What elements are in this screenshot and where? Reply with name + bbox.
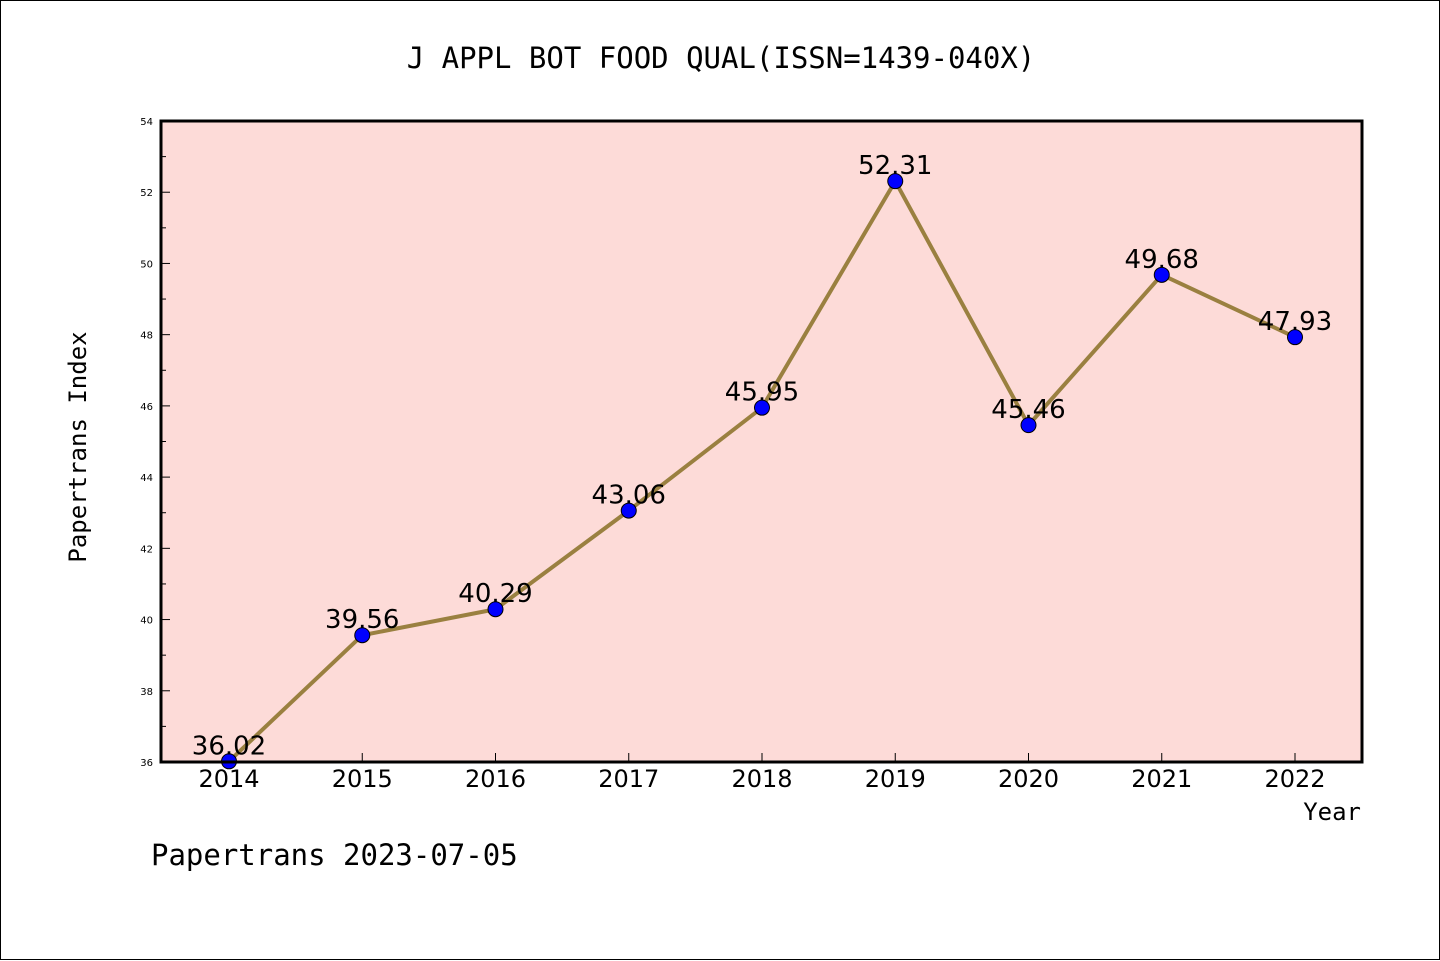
x-tick-label: 2017 xyxy=(598,765,659,793)
chart-title: J APPL BOT FOOD QUAL(ISSN=1439-040X) xyxy=(407,41,1036,75)
data-point xyxy=(754,399,770,416)
y-tick-label: 50 xyxy=(140,259,153,270)
data-label: 45.46 xyxy=(991,395,1065,425)
y-axis-label: Papertrans Index xyxy=(64,331,92,562)
y-tick-label: 44 xyxy=(140,473,153,484)
plot-border xyxy=(159,119,1364,764)
y-tick-label: 36 xyxy=(140,758,153,769)
data-label: 47.93 xyxy=(1258,307,1332,337)
data-label: 36.02 xyxy=(192,731,266,761)
x-tick-label: 2016 xyxy=(465,765,526,793)
x-tick-label: 2018 xyxy=(731,765,792,793)
y-tick-label: 52 xyxy=(140,188,153,199)
y-tick-label: 40 xyxy=(140,616,153,627)
data-point xyxy=(354,627,371,644)
data-point xyxy=(887,173,904,190)
data-labels-group: 36.02 39.56 40.29 43.06 45.95 52.31 45.46 49.68… xyxy=(192,151,1332,761)
data-label: 45.95 xyxy=(725,378,799,408)
data-label: 39.56 xyxy=(325,605,399,635)
data-label: 49.68 xyxy=(1125,245,1199,275)
y-tick-label: 38 xyxy=(140,687,153,698)
data-point xyxy=(1020,417,1037,434)
y-axis: 36 38 40 42 44 46 48 50 52 54 xyxy=(140,117,170,769)
y-tick-label: 48 xyxy=(140,331,153,342)
data-label: 52.31 xyxy=(858,151,932,181)
data-point xyxy=(620,502,637,519)
x-tick-label: 2014 xyxy=(198,765,259,793)
x-tick-label: 2022 xyxy=(1264,765,1325,793)
y-tick-label: 42 xyxy=(140,544,153,555)
data-label: 40.29 xyxy=(458,579,532,609)
x-axis-label: Year xyxy=(1303,798,1361,826)
markers-group xyxy=(221,173,1303,770)
data-point xyxy=(1153,266,1170,283)
x-tick-label: 2015 xyxy=(332,765,393,793)
x-tick-label: 2020 xyxy=(998,765,1059,793)
data-point xyxy=(1287,329,1303,346)
footer-text: Papertrans 2023-07-05 xyxy=(151,838,518,872)
y-tick-label: 54 xyxy=(140,117,153,128)
x-tick-label: 2019 xyxy=(865,765,926,793)
x-tick-label: 2021 xyxy=(1131,765,1192,793)
data-point xyxy=(487,601,504,618)
y-tick-label: 46 xyxy=(140,402,153,413)
plot-area xyxy=(161,121,1362,762)
data-label: 43.06 xyxy=(592,481,666,511)
